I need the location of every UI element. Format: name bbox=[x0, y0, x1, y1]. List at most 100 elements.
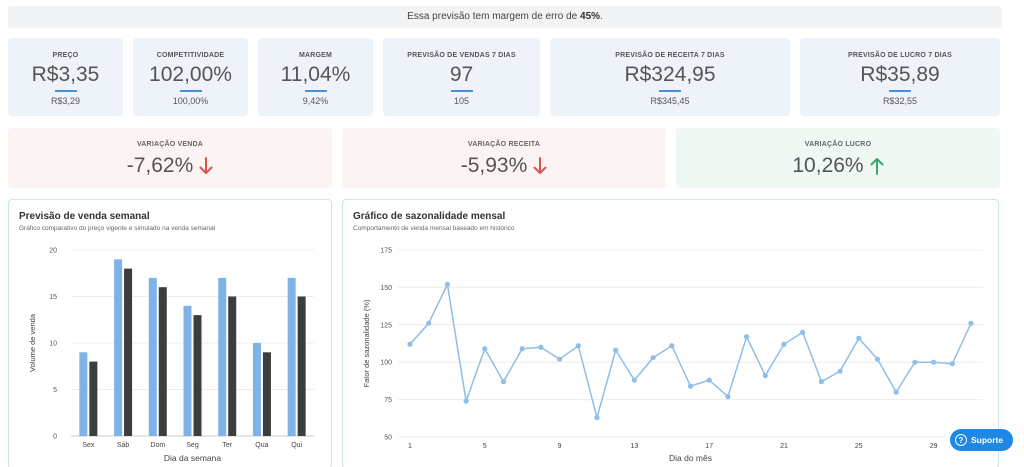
data-point bbox=[762, 373, 768, 379]
y-tick-label: 15 bbox=[49, 294, 57, 301]
kpi-value: R$3,35 bbox=[31, 63, 100, 86]
bar bbox=[158, 287, 167, 436]
x-tick-label: Seg bbox=[186, 442, 199, 449]
y-tick-label: 175 bbox=[380, 248, 392, 255]
x-tick-label: 21 bbox=[780, 443, 788, 450]
kpi-divider bbox=[54, 90, 77, 92]
kpi-card-price: PREÇO R$3,35 R$3,29 bbox=[8, 38, 123, 116]
data-point bbox=[949, 361, 955, 367]
error-margin-banner: Essa previsão tem margem de erro de 45%. bbox=[8, 6, 1002, 28]
data-point bbox=[725, 394, 731, 400]
bar bbox=[297, 296, 306, 436]
weekly-sales-chart-panel: Previsão de venda semanal Gráfico compar… bbox=[8, 199, 332, 467]
x-axis-label: Dia do mês bbox=[669, 453, 712, 463]
data-point bbox=[407, 341, 413, 347]
data-point bbox=[893, 389, 899, 395]
data-point bbox=[650, 355, 656, 361]
kpi-label: PREVISÃO DE VENDAS 7 DIAS bbox=[407, 52, 516, 59]
chart-description: Comportamento de venda mensal baseado em… bbox=[353, 225, 515, 232]
data-point bbox=[818, 379, 824, 385]
chart-description: Gráfico comparativo do preço vigente e s… bbox=[19, 225, 216, 232]
arrow-up-icon bbox=[870, 158, 884, 175]
data-point bbox=[744, 334, 750, 340]
kpi-value: 97 bbox=[449, 63, 474, 86]
bar bbox=[183, 305, 192, 436]
data-point bbox=[631, 377, 637, 383]
data-point bbox=[874, 356, 881, 362]
data-point bbox=[669, 343, 675, 349]
banner-value: 45% bbox=[580, 11, 601, 22]
variation-card-sales: VARIAÇÃO VENDA -7,62% bbox=[8, 128, 332, 188]
bar bbox=[252, 343, 261, 436]
kpi-label: PREVISÃO DE LUCRO 7 DIAS bbox=[848, 52, 952, 59]
kpi-value: 102,00% bbox=[149, 63, 232, 86]
data-point bbox=[426, 320, 432, 326]
bar bbox=[218, 277, 227, 436]
chart-title: Previsão de venda semanal bbox=[19, 211, 150, 222]
variation-label: VARIAÇÃO VENDA bbox=[136, 141, 204, 148]
kpi-card-revenue-forecast: PREVISÃO DE RECEITA 7 DIAS R$324,95 R$34… bbox=[550, 38, 790, 116]
data-point bbox=[837, 368, 843, 374]
kpi-card-margin: MARGEM 11,04% 9,42% bbox=[258, 38, 373, 116]
data-point bbox=[931, 359, 937, 365]
bar bbox=[228, 296, 237, 436]
kpi-card-competitiveness: COMPETITIVIDADE 102,00% 100,00% bbox=[133, 38, 248, 116]
kpi-label: PREVISÃO DE RECEITA 7 DIAS bbox=[615, 52, 725, 59]
variation-value: -7,62% bbox=[126, 154, 194, 177]
kpi-card-sales-forecast: PREVISÃO DE VENDAS 7 DIAS 97 105 bbox=[383, 38, 540, 116]
variation-card-revenue: VARIAÇÃO RECEITA -5,93% bbox=[342, 128, 666, 188]
x-tick-label: Sex bbox=[82, 442, 95, 449]
kpi-label: MARGEM bbox=[298, 52, 333, 59]
bar bbox=[287, 277, 296, 436]
data-point bbox=[968, 320, 974, 326]
bar bbox=[114, 259, 123, 436]
kpi-divider bbox=[304, 90, 327, 92]
y-tick-label: 150 bbox=[380, 285, 392, 292]
kpi-card-profit-forecast: PREVISÃO DE LUCRO 7 DIAS R$35,89 R$32,55 bbox=[800, 38, 1000, 116]
series-line bbox=[409, 281, 972, 421]
y-tick-label: 10 bbox=[49, 341, 57, 348]
data-point bbox=[594, 414, 600, 421]
data-point bbox=[463, 398, 469, 404]
kpi-sub-value: 105 bbox=[453, 96, 470, 106]
x-tick-label: 5 bbox=[483, 443, 487, 450]
monthly-seasonality-chart-panel: Gráfico de sazonalidade mensal Comportam… bbox=[342, 199, 999, 467]
data-point bbox=[575, 343, 581, 349]
y-tick-label: 20 bbox=[49, 248, 57, 255]
x-tick-label: 1 bbox=[408, 443, 412, 450]
data-point bbox=[781, 341, 787, 347]
support-button[interactable]: ? Suporte bbox=[950, 429, 1013, 451]
data-point bbox=[800, 329, 806, 335]
x-tick-label: 29 bbox=[930, 443, 938, 450]
x-tick-label: Qui bbox=[291, 442, 302, 449]
y-tick-label: 50 bbox=[384, 435, 392, 442]
variation-value: -5,93% bbox=[460, 154, 528, 177]
y-axis-label: Volume de venda bbox=[28, 313, 37, 372]
data-point bbox=[856, 335, 862, 341]
kpi-sub-value: 9,42% bbox=[302, 96, 329, 106]
x-tick-label: 9 bbox=[558, 443, 562, 450]
y-tick-label: 125 bbox=[380, 322, 392, 329]
y-tick-label: 0 bbox=[53, 434, 57, 441]
arrow-down-icon bbox=[199, 157, 213, 174]
y-tick-label: 5 bbox=[53, 387, 57, 394]
y-tick-label: 100 bbox=[380, 360, 392, 367]
kpi-value: R$35,89 bbox=[860, 63, 940, 86]
x-tick-label: Dom bbox=[150, 442, 165, 449]
chart-title: Gráfico de sazonalidade mensal bbox=[353, 211, 506, 222]
data-point bbox=[482, 346, 488, 352]
data-point bbox=[687, 383, 694, 389]
data-point bbox=[500, 379, 507, 385]
data-point bbox=[538, 344, 544, 350]
help-circle-icon: ? bbox=[955, 434, 967, 446]
variation-card-profit: VARIAÇÃO LUCRO 10,26% bbox=[676, 128, 1000, 188]
arrow-down-icon bbox=[533, 157, 547, 174]
kpi-divider bbox=[889, 90, 911, 92]
x-tick-label: 25 bbox=[855, 443, 863, 450]
x-tick-label: 13 bbox=[631, 443, 639, 450]
variation-value: 10,26% bbox=[792, 154, 864, 177]
variation-label: VARIAÇÃO LUCRO bbox=[804, 141, 872, 148]
y-axis-label: Fator de sazonalidade (%) bbox=[362, 299, 371, 387]
bar bbox=[79, 352, 88, 436]
variation-label: VARIAÇÃO RECEITA bbox=[467, 141, 541, 148]
